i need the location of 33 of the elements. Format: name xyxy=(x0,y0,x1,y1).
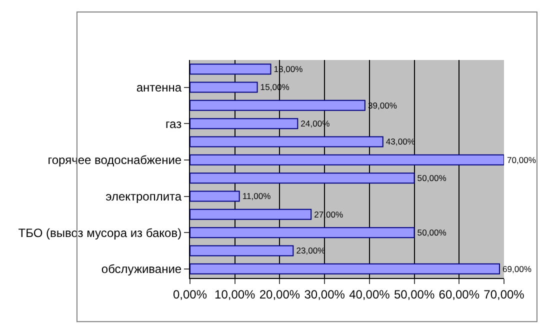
bar xyxy=(190,227,415,238)
bar xyxy=(190,263,500,274)
data-label: 11,00% xyxy=(242,191,272,202)
x-tick-label: 60,00% xyxy=(438,287,480,302)
bar xyxy=(190,245,294,256)
x-tick-label: 30,00% xyxy=(304,287,346,302)
data-label: 50,00% xyxy=(417,172,447,183)
data-label: 43,00% xyxy=(386,136,416,147)
bar xyxy=(190,118,298,130)
y-tick-label: электроплита xyxy=(106,189,182,204)
y-tick-label: антенна xyxy=(136,80,182,94)
y-tick-label: газ xyxy=(165,116,182,131)
bar xyxy=(190,64,272,75)
data-label: 50,00% xyxy=(417,227,447,238)
x-tick-label: 0,00% xyxy=(172,287,208,302)
x-tick-label: 40,00% xyxy=(349,287,390,302)
y-tick-label: обслуживание xyxy=(101,262,182,276)
y-tick-label: ТБО (вывоз мусора из баков) xyxy=(18,226,182,240)
bar xyxy=(190,190,240,202)
bar xyxy=(190,82,258,93)
data-label: 70,00% xyxy=(507,154,536,165)
y-tick-label: горячее водоснабжение xyxy=(48,153,182,168)
data-label: 69,00% xyxy=(502,264,532,274)
bar xyxy=(190,172,415,184)
x-tick-label: 20,00% xyxy=(259,287,300,302)
x-tick-label: 70,00% xyxy=(484,287,525,302)
data-label: 23,00% xyxy=(296,246,326,256)
x-tick-label: 10,00% xyxy=(214,287,256,302)
bar xyxy=(190,136,384,148)
bar xyxy=(190,100,366,111)
x-tick-label: 50,00% xyxy=(394,287,435,302)
bar xyxy=(190,208,312,220)
bar xyxy=(190,154,504,166)
